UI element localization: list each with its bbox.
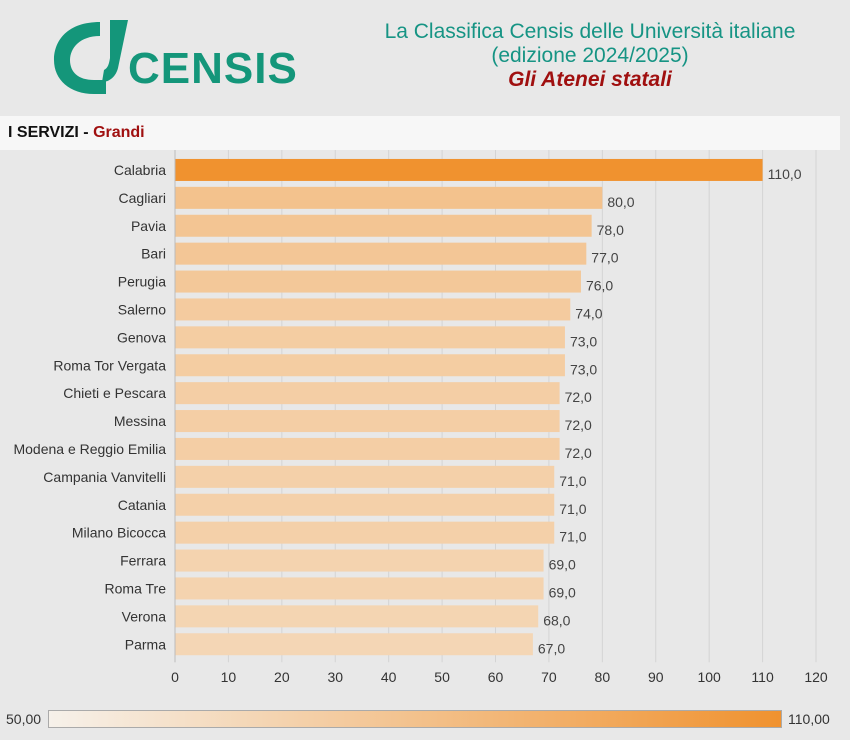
category-label: Pavia [131, 218, 166, 234]
section-label: I SERVIZI [8, 124, 79, 141]
x-tick-label: 70 [541, 669, 557, 685]
value-label: 76,0 [586, 278, 613, 294]
category-label: Perugia [118, 274, 166, 290]
value-label: 72,0 [565, 417, 592, 433]
category-label: Salerno [118, 301, 166, 317]
value-label: 67,0 [538, 640, 565, 656]
value-label: 78,0 [597, 222, 624, 238]
category-label: Ferrara [120, 553, 166, 569]
x-tick-label: 110 [751, 669, 774, 685]
bar [175, 493, 555, 516]
bar [175, 354, 565, 377]
bar [175, 437, 560, 460]
section-separator: - [78, 124, 94, 141]
value-label: 110,0 [768, 166, 802, 182]
bar [175, 298, 571, 321]
category-label: Genova [117, 329, 166, 345]
censis-logo-icon [54, 20, 128, 94]
x-tick-label: 80 [595, 669, 611, 685]
category-label: Parma [125, 636, 166, 652]
bar [175, 158, 763, 181]
bar-chart: Calabria 110,0 Cagliari 80,0 Pavia 78,0 Bari 77… [13, 150, 828, 685]
x-tick-label: 0 [171, 669, 179, 685]
x-tick-label: 60 [488, 669, 504, 685]
legend-max-label: 110,00 [788, 711, 830, 727]
category-label: Cagliari [119, 190, 166, 206]
x-tick-label: 10 [221, 669, 237, 685]
value-label: 77,0 [591, 250, 618, 266]
legend-color-scale [48, 710, 782, 728]
value-label: 72,0 [565, 445, 592, 461]
censis-wordmark: CENSIS [128, 44, 298, 93]
x-tick-label: 30 [327, 669, 343, 685]
value-label: 71,0 [559, 473, 586, 489]
bar [175, 465, 555, 488]
page-title: La Classifica Censis delle Università it… [300, 20, 850, 92]
category-label: Chieti e Pescara [63, 385, 166, 401]
value-label: 73,0 [570, 361, 597, 377]
bar [175, 270, 581, 293]
category-label: Bari [141, 246, 166, 262]
section-group: Grandi [93, 124, 145, 141]
value-label: 73,0 [570, 333, 597, 349]
title-line-2: (edizione 2024/2025) [491, 44, 689, 67]
category-label: Roma Tre [105, 580, 167, 596]
value-label: 80,0 [607, 194, 634, 210]
category-label: Modena e Reggio Emilia [13, 441, 166, 457]
x-tick-label: 90 [648, 669, 664, 685]
x-tick-label: 50 [434, 669, 450, 685]
x-tick-label: 100 [697, 669, 721, 685]
bar [175, 410, 560, 433]
censis-logo [48, 18, 288, 98]
bar [175, 577, 544, 600]
value-label: 69,0 [549, 557, 576, 573]
value-label: 71,0 [559, 501, 586, 517]
bar [175, 605, 539, 628]
category-label: Roma Tor Vergata [53, 357, 166, 373]
value-label: 69,0 [549, 584, 576, 600]
bar [175, 521, 555, 544]
category-label: Milano Bicocca [72, 525, 166, 541]
bar [175, 242, 587, 265]
bar [175, 382, 560, 405]
section-header: I SERVIZI - Grandi [0, 116, 840, 150]
x-tick-label: 20 [274, 669, 290, 685]
bar [175, 214, 592, 237]
category-label: Verona [122, 608, 167, 624]
x-tick-label: 40 [381, 669, 397, 685]
title-line-1: La Classifica Censis delle Università it… [384, 20, 796, 43]
value-label: 74,0 [575, 305, 602, 321]
category-label: Catania [118, 497, 166, 513]
value-label: 68,0 [543, 612, 570, 628]
legend-min-label: 50,00 [6, 711, 42, 727]
bar [175, 549, 544, 572]
bar [175, 326, 565, 349]
bar [175, 186, 603, 209]
x-tick-label: 120 [804, 669, 828, 685]
category-label: Calabria [114, 162, 166, 178]
category-label: Campania Vanvitelli [43, 469, 166, 485]
value-label: 72,0 [565, 389, 592, 405]
value-label: 71,0 [559, 529, 586, 545]
bar [175, 633, 533, 656]
title-line-3: Gli Atenei statali [508, 68, 672, 91]
category-label: Messina [114, 413, 166, 429]
